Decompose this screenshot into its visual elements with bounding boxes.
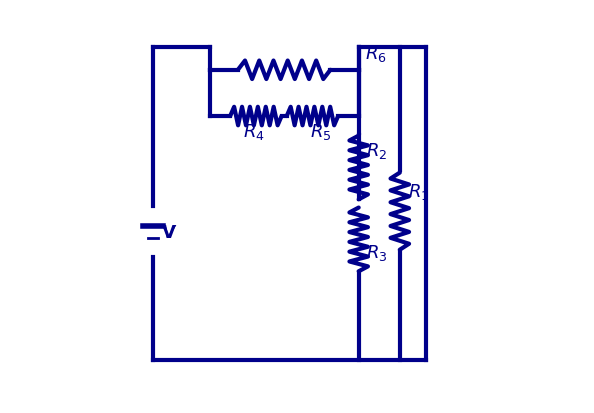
Text: $R_2$: $R_2$ — [366, 140, 388, 160]
Text: $R_4$: $R_4$ — [243, 121, 265, 141]
Text: $V$: $V$ — [162, 223, 178, 241]
Text: $R_6$: $R_6$ — [365, 44, 387, 64]
Text: $R_1$: $R_1$ — [407, 181, 429, 201]
Text: $R_3$: $R_3$ — [366, 243, 388, 263]
Text: V: V — [162, 223, 176, 241]
Text: $R_5$: $R_5$ — [310, 121, 331, 141]
